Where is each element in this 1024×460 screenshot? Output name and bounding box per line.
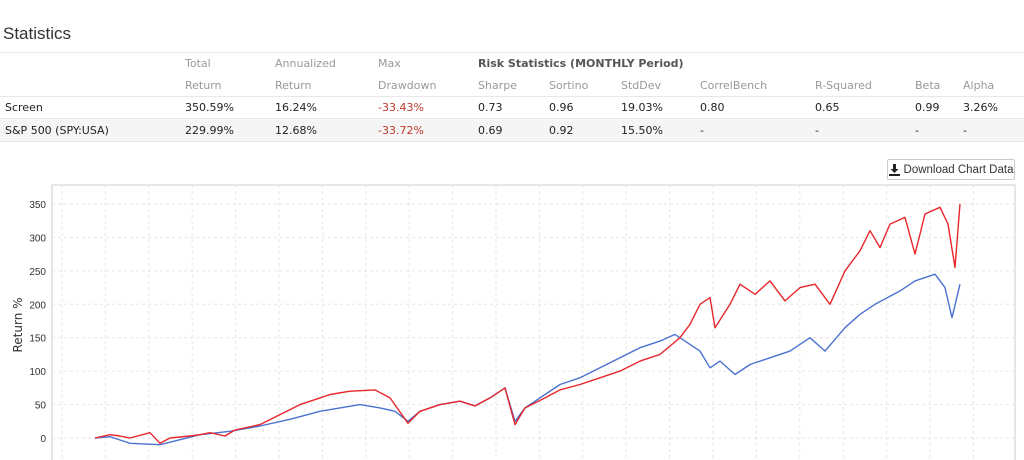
y-tick-label: 250 [29, 267, 46, 278]
y-tick-label: 300 [29, 233, 46, 244]
table-cell: -33.72% [378, 124, 424, 137]
column-header: StdDev [621, 79, 662, 92]
column-header: Alpha [963, 79, 995, 92]
y-tick-label: 200 [29, 300, 46, 311]
page-title: Statistics [3, 24, 72, 43]
column-header: CorrelBench [700, 79, 768, 92]
column-header: Annualized [275, 57, 336, 70]
divider [0, 118, 1024, 119]
table-cell: 0.80 [700, 101, 725, 114]
table-cell: - [815, 124, 819, 137]
column-header: Risk Statistics (MONTHLY Period) [478, 57, 684, 70]
row-label: Screen [5, 101, 43, 114]
column-header: Drawdown [378, 79, 437, 92]
table-cell: -33.43% [378, 101, 424, 114]
y-tick-label: 100 [29, 367, 46, 378]
download-chart-data-button[interactable]: Download Chart Data [887, 159, 1015, 180]
column-header: Sharpe [478, 79, 517, 92]
divider [0, 52, 1024, 53]
table-cell: 229.99% [185, 124, 234, 137]
column-header: Max [378, 57, 401, 70]
series-line-sp500 [94, 273, 961, 446]
table-cell: 0.99 [915, 101, 940, 114]
divider [0, 141, 1024, 142]
y-axis-label: Return % [11, 297, 25, 352]
row-label: S&P 500 (SPY:USA) [5, 124, 109, 137]
y-tick-label: 50 [35, 401, 47, 412]
download-icon [888, 163, 900, 176]
table-cell: - [963, 124, 967, 137]
table-cell: 12.68% [275, 124, 317, 137]
table-cell: - [700, 124, 704, 137]
row-stripe [0, 119, 1024, 141]
download-label: Download Chart Data [903, 163, 1014, 176]
table-cell: 0.96 [549, 101, 574, 114]
column-header: Return [275, 79, 312, 92]
table-cell: 19.03% [621, 101, 663, 114]
table-cell: 0.73 [478, 101, 503, 114]
y-tick-label: 150 [29, 334, 46, 345]
y-tick-label: 350 [29, 200, 46, 211]
divider [0, 96, 1024, 97]
table-cell: - [915, 124, 919, 137]
column-header: Beta [915, 79, 941, 92]
table-cell: 0.65 [815, 101, 840, 114]
column-header: Sortino [549, 79, 589, 92]
table-cell: 15.50% [621, 124, 663, 137]
plot-area [51, 184, 1016, 460]
table-cell: 3.26% [963, 101, 998, 114]
y-tick-label: 0 [40, 434, 46, 445]
column-header: R-Squared [815, 79, 872, 92]
table-cell: 16.24% [275, 101, 317, 114]
column-header: Total [185, 57, 211, 70]
table-cell: 0.69 [478, 124, 503, 137]
table-cell: 350.59% [185, 101, 234, 114]
series-line-screen [94, 203, 961, 444]
column-header: Return [185, 79, 222, 92]
table-cell: 0.92 [549, 124, 574, 137]
